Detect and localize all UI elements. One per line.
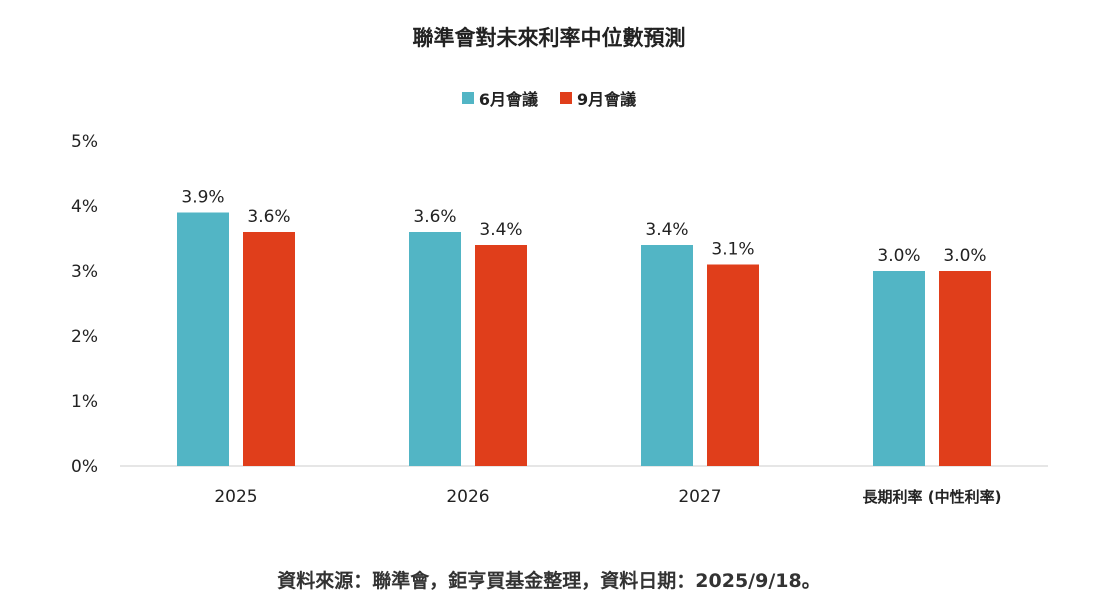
bar-june [641, 245, 693, 466]
y-tick-label: 2% [71, 327, 98, 347]
x-tick-label: 長期利率 (中性利率) [863, 488, 1002, 506]
chart-title: 聯準會對未來利率中位數預測 [412, 26, 686, 50]
legend-item-september: 9月會議 [560, 86, 636, 110]
x-tick-label: 2027 [678, 487, 721, 507]
data-label: 3.4% [479, 220, 522, 240]
y-tick-label: 1% [71, 392, 98, 412]
data-label: 3.0% [877, 246, 920, 266]
y-tick-label: 3% [71, 262, 98, 282]
legend: 6月會議 9月會議 [0, 86, 1098, 110]
legend-label-june: 6月會議 [478, 90, 538, 109]
data-label: 3.6% [247, 207, 290, 227]
y-tick-label: 0% [71, 457, 98, 477]
bar-june [177, 212, 229, 466]
legend-label-september: 9月會議 [577, 90, 637, 109]
bar-june [409, 232, 461, 466]
data-label: 3.0% [943, 246, 986, 266]
source-note: 資料來源：聯準會，鉅亨買基金整理，資料日期：2025/9/18。 [277, 570, 821, 592]
legend-swatch-september [560, 92, 572, 104]
data-label: 3.9% [181, 188, 224, 208]
bar-september [475, 245, 527, 466]
x-tick-label: 2025 [214, 487, 257, 507]
legend-item-june: 6月會議 [461, 86, 538, 110]
bar-september [243, 232, 295, 466]
bar-june [873, 271, 925, 466]
data-label: 3.4% [645, 220, 688, 240]
legend-swatch-june [461, 92, 474, 104]
data-label: 3.6% [413, 207, 456, 227]
bar-september [707, 264, 759, 466]
data-label: 3.1% [711, 240, 754, 260]
bar-september [939, 271, 991, 466]
y-tick-label: 5% [71, 132, 98, 152]
y-tick-label: 4% [71, 197, 98, 217]
x-tick-label: 2026 [446, 487, 489, 507]
